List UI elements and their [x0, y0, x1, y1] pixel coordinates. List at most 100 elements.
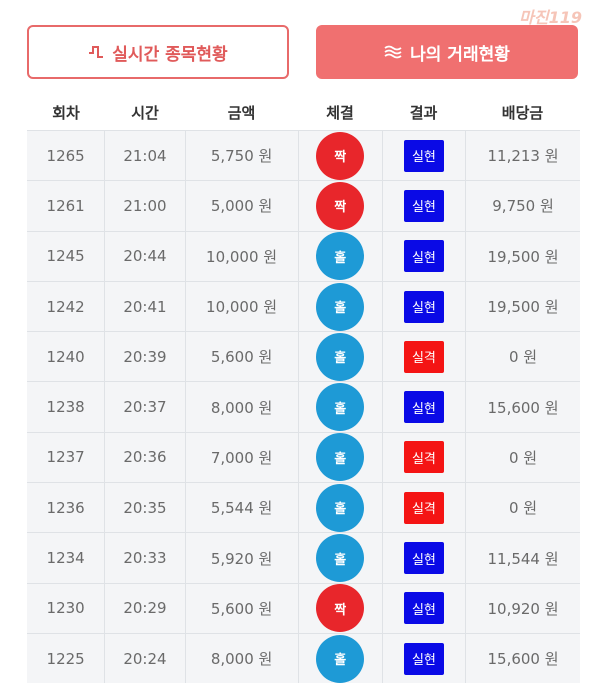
- row: 1265 21:04 5,750 원 짝 실현 11,213 원: [27, 130, 580, 181]
- tab-label: 나의 거래현황: [410, 44, 510, 65]
- cell: 5,600 원: [186, 583, 299, 633]
- cell: 5,920 원: [186, 533, 299, 583]
- row: 1245 20:44 10,000 원 홀 실현 19,500 원: [27, 230, 580, 281]
- cell: 20:41: [105, 281, 186, 332]
- cell: 10,000 원: [186, 281, 299, 332]
- result-dot: 홀: [316, 282, 365, 331]
- cell: 20:36: [105, 432, 186, 483]
- row: 1236 20:35 5,544 원 홀 실격 0 원: [27, 482, 580, 533]
- cell-text: 5,600 원: [210, 348, 273, 367]
- cell: 20:35: [105, 483, 186, 533]
- result-badge: 실현: [403, 189, 444, 222]
- cell-text: 10,000 원: [206, 298, 278, 317]
- cell-text: 1238: [46, 398, 85, 417]
- cell-text: 5,000 원: [210, 197, 273, 216]
- cell: 1238: [27, 382, 106, 432]
- cell: 실현: [383, 533, 467, 583]
- cell: 실격: [383, 332, 467, 382]
- cell-text: 1225: [46, 649, 85, 668]
- cell-text: 5,920 원: [210, 549, 273, 568]
- cell: 9,750 원: [466, 181, 580, 230]
- cell-text: 1230: [46, 599, 85, 618]
- cell-text: 11,213 원: [487, 147, 559, 166]
- cell: 20:44: [105, 231, 186, 281]
- cell: 실현: [383, 633, 467, 683]
- header-cell: 배당금: [501, 104, 544, 122]
- icon: [384, 45, 402, 59]
- result-dot: 짝: [316, 131, 365, 180]
- cell-text: 5,600 원: [210, 599, 273, 618]
- cell: 1242: [27, 281, 106, 332]
- header-cell: 체결: [326, 104, 354, 122]
- cell: 홀: [299, 231, 383, 281]
- cell: 실현: [383, 382, 467, 432]
- tab-label: 실시간 종목현황: [112, 44, 228, 65]
- cell-text: 20:24: [123, 649, 167, 668]
- result-badge: 실현: [403, 139, 444, 172]
- cell: 실현: [383, 281, 467, 332]
- icon: [89, 46, 104, 58]
- result-badge: 실격: [403, 491, 444, 524]
- cell-text: 15,600 원: [487, 650, 559, 669]
- table: 회차 시간 금액 체결 결과 배당금 1265 21:04 5,750 원 짝 실현 11,213 원…: [27, 95, 580, 683]
- cell: 7,000 원: [186, 432, 299, 483]
- cell: 홀: [299, 633, 383, 683]
- cell: 10,920 원: [466, 584, 580, 633]
- cell: 1240: [27, 332, 106, 382]
- cell: 1237: [27, 432, 106, 483]
- cell-text: 1240: [46, 347, 85, 366]
- cell: 실격: [383, 432, 467, 483]
- cell: 1234: [27, 533, 106, 583]
- logo: 마진119: [519, 8, 582, 27]
- cell: 8,000 원: [186, 382, 299, 432]
- cell: 1265: [27, 131, 106, 181]
- header-cell: 금액: [227, 104, 256, 122]
- cell: 20:39: [105, 332, 186, 382]
- cell-text: 11,544 원: [487, 549, 559, 568]
- cell-text: 20:37: [123, 398, 167, 417]
- cell-text: 5,544 원: [210, 499, 273, 518]
- cell: 19,500 원: [466, 282, 580, 331]
- cell-text: 0 원: [508, 348, 538, 367]
- cell: 20:24: [105, 633, 186, 683]
- cell-text: 20:33: [123, 549, 167, 568]
- result-badge: 실현: [403, 642, 444, 675]
- cell-text: 1265: [46, 146, 85, 165]
- cell: 20:37: [105, 382, 186, 432]
- row: 1261 21:00 5,000 원 짝 실현 9,750 원: [27, 180, 580, 231]
- cell-text: 20:39: [123, 347, 167, 366]
- cell-text: 21:00: [123, 196, 167, 215]
- row: 1242 20:41 10,000 원 홀 실현 19,500 원: [27, 280, 580, 332]
- cell-text: 20:36: [123, 448, 167, 467]
- result-dot: 짝: [316, 181, 365, 230]
- header-cell: 시간: [131, 104, 159, 122]
- cell-text: 19,500 원: [487, 247, 559, 266]
- cell: 실현: [383, 231, 467, 281]
- realtime-tab[interactable]: 실시간 종목현황: [27, 25, 289, 79]
- cell: 19,500 원: [466, 232, 580, 281]
- cell: 1225: [27, 633, 106, 683]
- header-cell: 결과: [409, 104, 438, 122]
- cell: 5,544 원: [186, 483, 299, 533]
- cell: 1261: [27, 181, 106, 231]
- cell: 1245: [27, 231, 106, 281]
- result-dot: 홀: [316, 383, 365, 432]
- cell: 0 원: [466, 483, 580, 532]
- cell-text: 0 원: [508, 499, 538, 518]
- cell-text: 1245: [46, 247, 85, 266]
- cell-text: 20:29: [123, 599, 167, 618]
- cell: 홀: [299, 382, 383, 432]
- cell: 5,750 원: [186, 131, 299, 181]
- my-trades-tab[interactable]: 나의 거래현황: [316, 25, 578, 79]
- cell: 21:04: [105, 131, 186, 181]
- cell: 15,600 원: [466, 382, 580, 431]
- cell: 0 원: [466, 332, 580, 381]
- row: 1240 20:39 5,600 원 홀 실격 0 원: [27, 331, 580, 382]
- cell: 홀: [299, 432, 383, 483]
- result-dot: 홀: [316, 534, 365, 583]
- cell-text: 1242: [46, 297, 85, 316]
- cell: 실격: [383, 483, 467, 533]
- cell: 짝: [299, 583, 383, 633]
- result-badge: 실격: [403, 441, 444, 474]
- row: 1225 20:24 8,000 원 홀 실현 15,600 원: [27, 632, 580, 683]
